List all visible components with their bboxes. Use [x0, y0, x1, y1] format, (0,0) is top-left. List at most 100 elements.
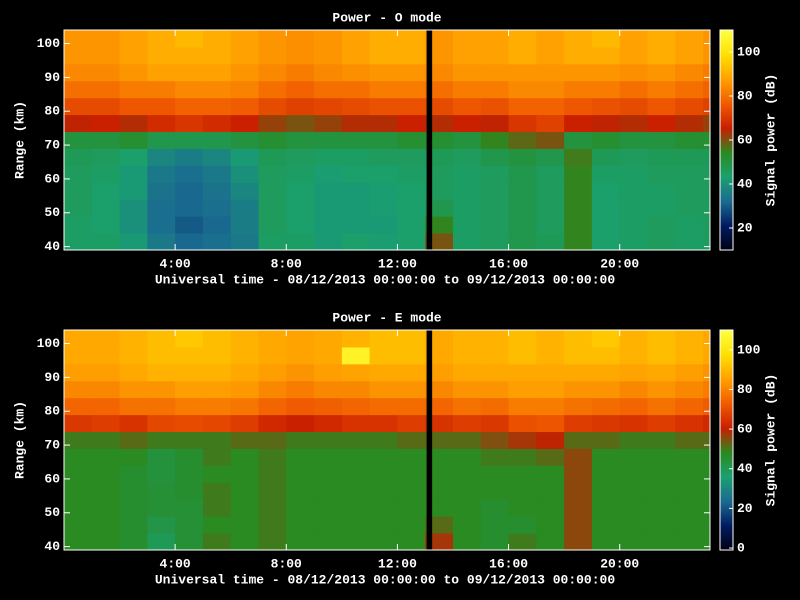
heatmap-cell: [91, 97, 121, 116]
heatmap-cell: [64, 414, 93, 433]
heatmap-cell: [480, 216, 510, 234]
heatmap-cell: [175, 533, 204, 551]
heatmap-cell: [591, 97, 621, 116]
colorbar-segment: [720, 216, 733, 219]
colorbar-segment: [720, 436, 733, 439]
heatmap-cell: [425, 216, 454, 234]
heatmap-cell: [480, 233, 510, 251]
heatmap-cell: [508, 97, 537, 116]
heatmap-cell: [647, 114, 676, 133]
heatmap-cell: [119, 46, 148, 65]
colorbar-segment: [720, 126, 733, 129]
heatmap-cell: [675, 397, 704, 416]
heatmap-cell: [619, 233, 648, 251]
colorbar-segment: [720, 398, 733, 401]
heatmap-cell: [147, 346, 176, 365]
heatmap-cell: [64, 114, 93, 133]
heatmap-cell: [508, 499, 537, 517]
heatmap-cell: [64, 465, 93, 483]
heatmap-cell: [230, 346, 259, 365]
x-axis-label: Universal time - 08/12/2013 00:00:00 to …: [155, 272, 615, 287]
heatmap-cell: [647, 148, 676, 166]
colorbar-segment: [720, 376, 733, 379]
heatmap-cell: [536, 131, 565, 149]
heatmap-cell: [119, 482, 148, 500]
heatmap-cell: [536, 216, 565, 234]
heatmap-cell: [675, 131, 704, 149]
heatmap-cell: [147, 482, 176, 500]
heatmap-cell: [397, 465, 426, 483]
colorbar-segment: [720, 494, 733, 497]
colorbar-segment: [720, 98, 733, 101]
heatmap-cell: [675, 63, 704, 82]
heatmap-cell: [202, 182, 232, 200]
heatmap-cell: [619, 131, 648, 149]
heatmap-cell: [675, 330, 704, 348]
heatmap-cell: [480, 346, 510, 365]
heatmap-cell: [536, 199, 565, 217]
heatmap-cell: [675, 46, 704, 65]
colorbar-segment: [720, 146, 733, 149]
colorbar-segment: [720, 386, 733, 389]
heatmap-cell: [147, 80, 176, 99]
colorbar-segment: [720, 74, 733, 77]
heatmap-cell: [258, 148, 287, 166]
colorbar-segment: [720, 344, 733, 347]
y-tick-label: 70: [44, 438, 60, 453]
heatmap-cell: [64, 80, 93, 99]
heatmap-cell: [258, 516, 287, 534]
colorbar-tick-label: 60: [737, 422, 753, 437]
heatmap-cell: [397, 114, 426, 133]
heatmap-cell: [119, 431, 148, 449]
heatmap-cell: [286, 80, 315, 99]
heatmap-cell: [202, 46, 232, 65]
colorbar-segment: [720, 190, 733, 193]
heatmap-cell: [286, 216, 315, 234]
heatmap-cell: [230, 148, 259, 166]
heatmap-cell: [286, 414, 315, 433]
heatmap-cell: [564, 330, 593, 348]
heatmap-cell: [703, 431, 711, 449]
colorbar-segment: [720, 136, 733, 139]
heatmap-cell: [341, 80, 371, 99]
heatmap-cell: [314, 233, 343, 251]
heatmap-cell: [286, 131, 315, 149]
heatmap-cell: [591, 431, 621, 449]
heatmap-cell: [202, 346, 232, 365]
heatmap-cell: [341, 114, 371, 133]
heatmap-cell: [119, 182, 148, 200]
heatmap-cell: [369, 482, 398, 500]
heatmap-cell: [147, 380, 176, 399]
colorbar-segment: [720, 460, 733, 463]
heatmap-cell: [202, 148, 232, 166]
heatmap-cell: [341, 46, 371, 65]
colorbar-segment: [720, 60, 733, 63]
heatmap-cell: [341, 182, 371, 200]
heatmap-cell: [202, 431, 232, 449]
colorbar-segment: [720, 226, 733, 229]
heatmap-cell: [452, 482, 482, 500]
colorbar-segment: [720, 218, 733, 221]
colorbar-segment: [720, 414, 733, 417]
heatmap-cell: [341, 414, 371, 433]
heatmap-cell: [425, 330, 454, 348]
heatmap-cell: [202, 80, 232, 99]
heatmap-cell: [564, 182, 593, 200]
colorbar-segment: [720, 210, 733, 213]
heatmap-cell: [480, 199, 510, 217]
heatmap-cell: [536, 414, 565, 433]
heatmap-cell: [564, 516, 593, 534]
colorbar-segment: [720, 520, 733, 523]
colorbar-segment: [720, 166, 733, 169]
heatmap-cell: [536, 46, 565, 65]
colorbar-segment: [720, 176, 733, 179]
heatmap-cell: [119, 165, 148, 183]
heatmap-cell: [314, 80, 343, 99]
heatmap-cell: [397, 397, 426, 416]
heatmap-cell: [175, 216, 204, 234]
chart-title: Power - E mode: [332, 310, 441, 325]
heatmap-cell: [397, 431, 426, 449]
colorbar-segment: [720, 62, 733, 65]
heatmap-cell: [452, 182, 482, 200]
